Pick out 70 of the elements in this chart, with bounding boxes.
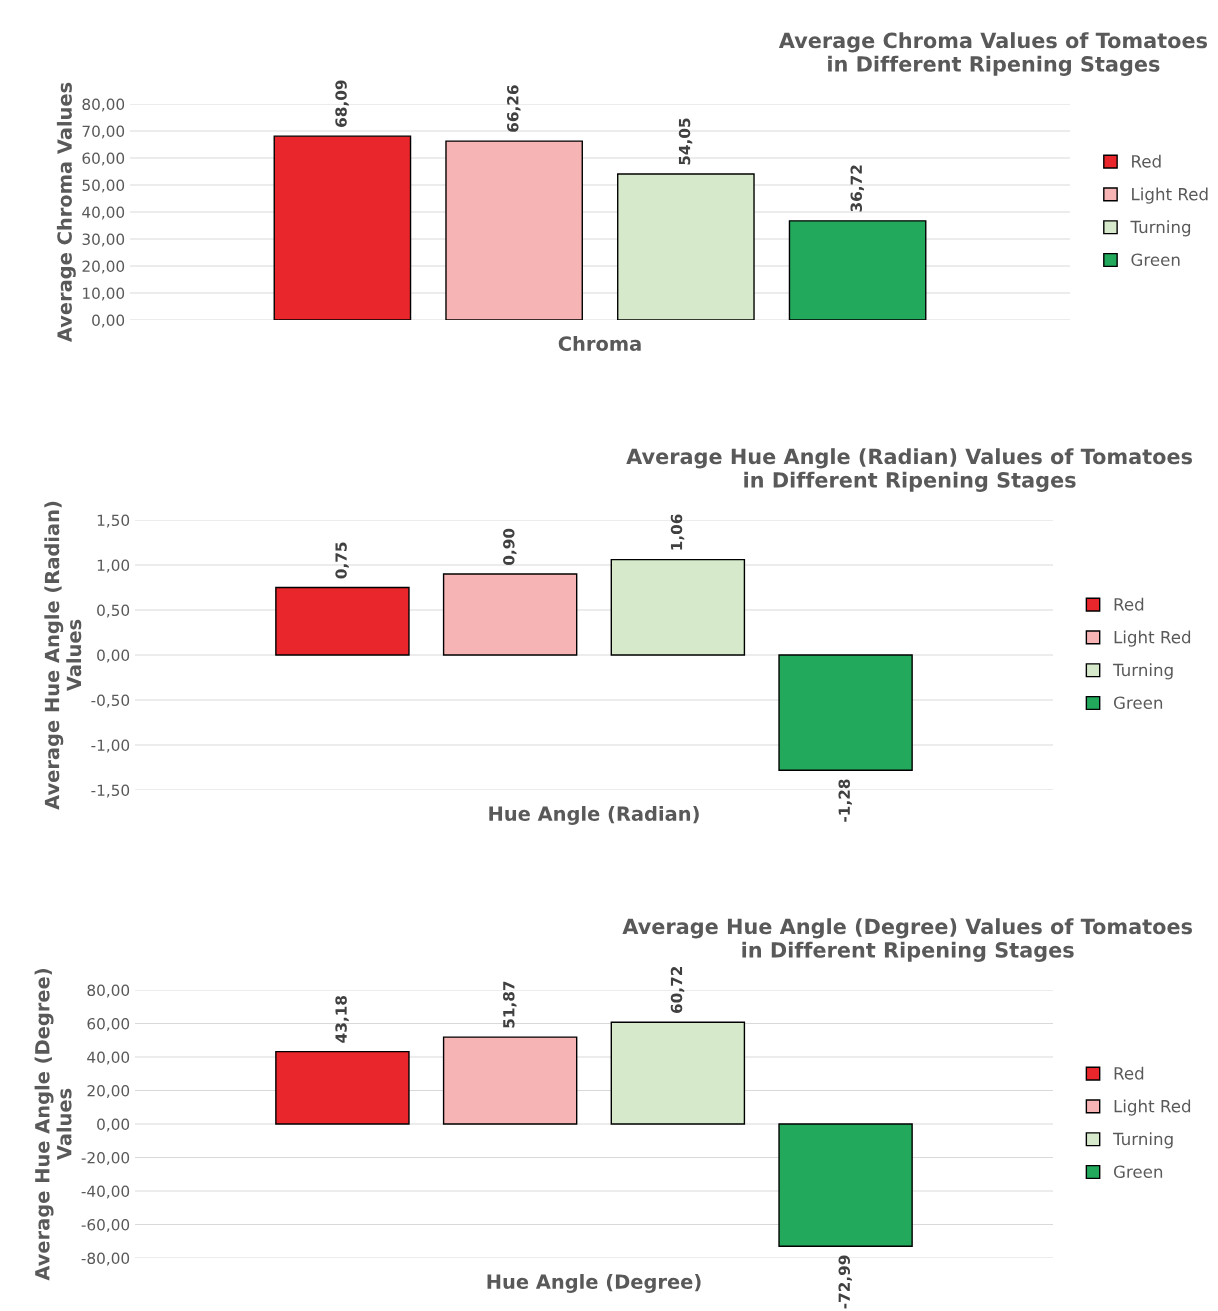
data-label: 68,09 — [335, 80, 349, 127]
data-label: 1,06 — [670, 514, 685, 550]
legend-label: Red — [1132, 154, 1161, 168]
y-axis-title: Average Chroma Values — [56, 82, 76, 343]
x-axis-title: Hue Angle (Degree) — [487, 1273, 701, 1293]
y-tick-label: 80,00 — [82, 98, 125, 112]
data-label: 66,26 — [507, 85, 521, 132]
data-label: 60,72 — [670, 966, 685, 1014]
y-tick-label: 60,00 — [87, 1017, 130, 1032]
bar — [442, 1036, 578, 1125]
data-label: 36,72 — [850, 165, 864, 212]
data-label: 43,18 — [335, 995, 349, 1043]
bar — [610, 558, 746, 656]
legend-label: Turning — [1112, 1132, 1173, 1149]
data-label: 54,05 — [678, 118, 693, 165]
data-label: 51,87 — [503, 981, 517, 1028]
bar — [778, 1123, 913, 1247]
x-axis-title: Chroma — [558, 335, 641, 352]
bar — [442, 573, 578, 656]
y-tick-label: -80,00 — [81, 1252, 130, 1266]
y-tick-label: -1,50 — [91, 784, 130, 798]
y-tick-label: 1,00 — [97, 559, 130, 573]
y-tick-label: -60,00 — [81, 1218, 130, 1233]
y-tick-label: 0,50 — [97, 604, 130, 618]
y-tick-label: 40,00 — [82, 206, 125, 220]
data-label: 0,90 — [503, 528, 517, 565]
legend-label: Green — [1113, 1165, 1163, 1179]
y-tick-label: 40,00 — [87, 1051, 130, 1065]
legend-label: Red — [1114, 1066, 1144, 1080]
legend-label: Light Red — [1132, 187, 1208, 204]
y-tick-label: -40,00 — [81, 1185, 130, 1199]
legend-label: Red — [1114, 597, 1144, 611]
y-tick-label: 70,00 — [82, 125, 125, 139]
y-tick-label: 60,00 — [82, 152, 125, 166]
legend-label: Light Red — [1114, 1099, 1191, 1116]
bar — [610, 1021, 746, 1125]
x-axis-title: Hue Angle (Radian) — [489, 805, 699, 825]
y-tick-label: 1,50 — [97, 514, 130, 528]
legend-label: Turning — [1130, 220, 1191, 237]
y-axis-title: Average Hue Angle (Radian) Values — [44, 501, 82, 810]
y-tick-label: 0,00 — [97, 1118, 130, 1132]
bar — [788, 220, 927, 320]
y-tick-label: 50,00 — [82, 179, 125, 193]
y-tick-label: -1,00 — [91, 739, 130, 753]
y-tick-label: 10,00 — [83, 287, 125, 301]
bar — [617, 173, 755, 320]
chart-title: Average Hue Angle (Degree) Values of Tomatoes in Different Ripening Stages — [622, 918, 1193, 962]
legend-label: Light Red — [1114, 630, 1191, 647]
data-label: -72,99 — [838, 1255, 852, 1309]
y-tick-label: 0,00 — [97, 649, 130, 663]
bar — [445, 140, 583, 320]
bar — [778, 654, 913, 771]
y-axis-title: Average Hue Angle (Degree) Values — [34, 969, 72, 1281]
y-tick-label: 0,00 — [92, 314, 125, 328]
y-tick-label: 20,00 — [82, 260, 125, 274]
chart-title: Average Chroma Values of Tomatoes in Different Ripening Stages — [778, 32, 1208, 76]
data-label: 0,75 — [335, 542, 349, 579]
bar — [275, 586, 410, 656]
bar — [275, 1050, 410, 1125]
chart-title: Average Hue Angle (Radian) Values of Tomatoes in Different Ripening Stages — [626, 448, 1193, 492]
y-tick-label: 30,00 — [82, 233, 125, 247]
y-tick-label: -0,50 — [91, 694, 130, 708]
bar — [273, 135, 412, 320]
legend-label: Green — [1131, 253, 1180, 267]
y-tick-label: 80,00 — [87, 984, 130, 998]
data-label: -1,28 — [838, 779, 852, 822]
y-tick-label: -20,00 — [81, 1151, 130, 1166]
legend-label: Green — [1113, 696, 1163, 710]
legend-label: Turning — [1112, 663, 1173, 680]
y-tick-label: 20,00 — [87, 1084, 130, 1099]
